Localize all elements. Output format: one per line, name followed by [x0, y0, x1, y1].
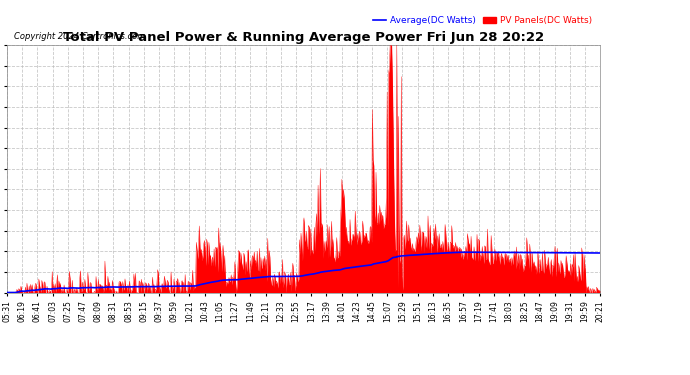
Text: Copyright 2024 Cartronics.com: Copyright 2024 Cartronics.com: [14, 32, 145, 41]
Title: Total PV Panel Power & Running Average Power Fri Jun 28 20:22: Total PV Panel Power & Running Average P…: [63, 31, 544, 44]
Legend: Average(DC Watts), PV Panels(DC Watts): Average(DC Watts), PV Panels(DC Watts): [369, 12, 595, 28]
